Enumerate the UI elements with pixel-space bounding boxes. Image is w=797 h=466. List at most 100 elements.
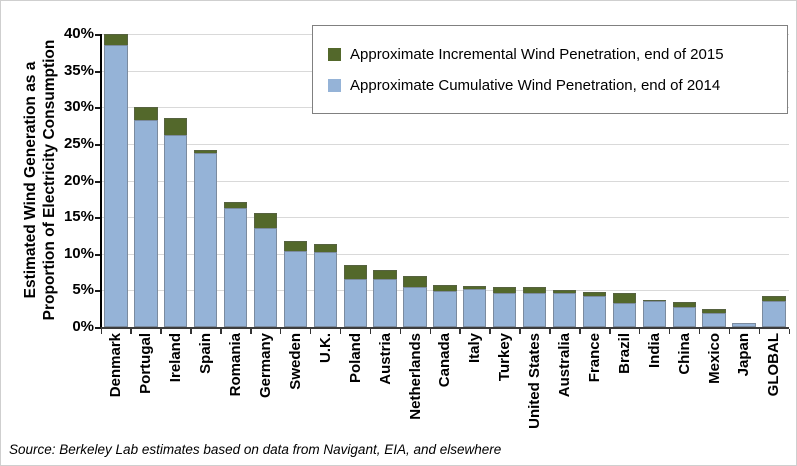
- bar-global: [759, 34, 789, 327]
- bar-segment-incremental: [522, 287, 547, 293]
- x-axis-label-cell: U.K.: [310, 333, 340, 437]
- x-axis-tick: [250, 329, 252, 334]
- y-axis-tick: [95, 290, 101, 292]
- y-axis-tick: [95, 327, 101, 329]
- bar-segment-cumulative: [433, 291, 457, 327]
- bar-segment-cumulative: [732, 322, 756, 327]
- x-axis-tick: [459, 329, 461, 334]
- bar-segment-incremental: [642, 299, 666, 301]
- x-axis-label: Germany: [256, 333, 274, 399]
- x-axis-label: Romania: [227, 333, 245, 397]
- bar-ireland: [161, 34, 191, 327]
- y-axis-tick-label: 35%: [63, 62, 94, 79]
- bar-segment-cumulative: [313, 251, 337, 327]
- x-axis-label-cell: United States: [520, 333, 550, 437]
- bar-portugal: [131, 34, 161, 327]
- bar-segment-incremental: [672, 302, 696, 308]
- y-axis-tick: [95, 217, 101, 219]
- bar-denmark: [101, 34, 131, 327]
- bar-segment-incremental: [313, 244, 337, 252]
- bar-india: [639, 34, 669, 327]
- x-axis-label: Spain: [197, 333, 215, 374]
- bar-japan: [729, 34, 759, 327]
- x-axis-tick: [429, 329, 432, 334]
- x-axis-label-cell: Germany: [251, 333, 281, 437]
- bar-segment-incremental: [702, 308, 726, 314]
- legend-item-cumulative: Approximate Cumulative Wind Penetration,…: [328, 77, 787, 94]
- bar-australia: [550, 34, 580, 327]
- x-axis-label-cell: Romania: [221, 333, 251, 437]
- x-axis-label-cell: Spain: [191, 333, 221, 437]
- bar-segment-incremental: [343, 264, 367, 280]
- x-axis-label-cell: Poland: [340, 333, 370, 437]
- bar-netherlands: [400, 34, 430, 327]
- x-axis-line: [101, 326, 789, 329]
- x-axis-label: GLOBAL: [765, 333, 783, 397]
- y-axis-tick-label: 5%: [72, 281, 94, 298]
- x-axis-label-cell: Netherlands: [400, 333, 430, 437]
- x-axis-tick: [519, 329, 521, 334]
- bar-segment-incremental: [373, 269, 397, 279]
- y-axis-tick-label: 10%: [63, 245, 94, 262]
- x-axis-label-cell: China: [669, 333, 699, 437]
- bar-segment-cumulative: [164, 135, 188, 327]
- legend: Approximate Incremental Wind Penetration…: [312, 25, 788, 114]
- bars: [101, 34, 789, 327]
- bar-segment-incremental: [223, 202, 248, 209]
- bar-france: [580, 34, 610, 327]
- legend-label-incremental: Approximate Incremental Wind Penetration…: [350, 45, 724, 63]
- x-axis-label-cell: Brazil: [609, 333, 639, 437]
- bar-segment-incremental: [253, 213, 278, 229]
- y-axis-tick-label: 0%: [72, 318, 94, 335]
- bar-segment-cumulative: [253, 228, 278, 327]
- x-axis-label: India: [645, 333, 663, 369]
- y-axis-tick: [95, 107, 101, 109]
- bar-segment-incremental: [552, 290, 577, 294]
- bar-turkey: [490, 34, 520, 327]
- y-axis-tick: [95, 144, 101, 146]
- y-axis-tick-label: 40%: [63, 25, 94, 42]
- y-axis-tick: [95, 71, 101, 73]
- x-axis-label: Portugal: [137, 333, 155, 394]
- x-axis-label: China: [675, 333, 693, 375]
- bar-mexico: [699, 34, 729, 327]
- bar-spain: [191, 34, 221, 327]
- bar-segment-incremental: [463, 286, 487, 289]
- x-axis-label-cell: Austria: [370, 333, 400, 437]
- bar-germany: [251, 34, 281, 327]
- x-axis-label-cell: Australia: [550, 333, 580, 437]
- bar-segment-incremental: [134, 107, 158, 120]
- x-axis-tick: [309, 329, 312, 334]
- y-axis-tick-label: 30%: [63, 98, 94, 115]
- x-axis-label: France: [585, 333, 603, 383]
- bar-segment-incremental: [612, 292, 637, 303]
- x-axis-tick: [668, 329, 671, 334]
- x-axis-tick: [220, 329, 222, 334]
- x-axis-tick: [638, 329, 641, 334]
- x-axis-label-cell: India: [639, 333, 669, 437]
- x-axis-tick: [489, 329, 491, 334]
- x-axis-label-cell: Portugal: [131, 333, 161, 437]
- legend-item-incremental: Approximate Incremental Wind Penetration…: [328, 46, 787, 63]
- bar-segment-cumulative: [762, 300, 786, 327]
- x-axis-tick: [369, 329, 372, 334]
- legend-label-cumulative: Approximate Cumulative Wind Penetration,…: [350, 76, 721, 94]
- y-axis-tick-label: 20%: [63, 172, 94, 189]
- legend-swatch-cumulative-icon: [328, 78, 341, 92]
- bar-segment-cumulative: [343, 279, 367, 327]
- x-axis-tick: [279, 329, 282, 334]
- bar-segment-cumulative: [612, 302, 637, 327]
- x-axis-label: Ireland: [167, 333, 185, 383]
- bar-segment-cumulative: [552, 293, 577, 327]
- x-axis-label-cell: Italy: [460, 333, 490, 437]
- gridline: [101, 253, 789, 255]
- x-axis-tick: [399, 329, 402, 334]
- legend-swatch-incremental-icon: [328, 47, 341, 61]
- x-axis-tick: [549, 329, 551, 334]
- y-axis-tick-label: 15%: [63, 208, 94, 225]
- bar-segment-incremental: [582, 291, 607, 297]
- x-axis-tick: [609, 329, 611, 334]
- x-axis-tick: [758, 329, 761, 334]
- plot-area: [100, 34, 790, 334]
